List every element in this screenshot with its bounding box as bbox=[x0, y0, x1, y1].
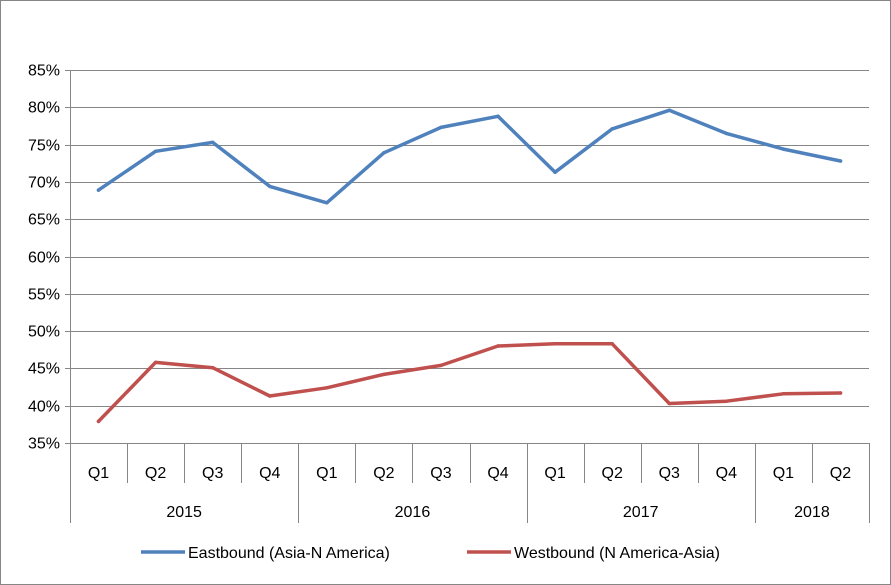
x-tick-label: Q3 bbox=[430, 465, 451, 482]
legend-label: Eastbound (Asia-N America) bbox=[188, 545, 390, 562]
data-point bbox=[382, 372, 386, 377]
data-point bbox=[724, 399, 729, 403]
year-group-label: 2015 bbox=[166, 504, 202, 521]
y-tick-label: 50% bbox=[28, 324, 60, 341]
data-point bbox=[838, 391, 843, 395]
year-group-label: 2016 bbox=[395, 504, 431, 521]
data-point bbox=[439, 125, 443, 130]
x-tick-label: Q1 bbox=[773, 465, 794, 482]
data-point bbox=[210, 365, 215, 370]
data-point bbox=[325, 386, 329, 390]
x-tick-label: Q2 bbox=[830, 465, 851, 482]
data-point bbox=[553, 170, 557, 174]
data-point bbox=[724, 131, 729, 136]
data-point bbox=[268, 394, 272, 398]
x-tick-label: Q4 bbox=[487, 465, 508, 482]
x-tick-label: Q2 bbox=[145, 465, 166, 482]
data-point bbox=[610, 342, 614, 346]
data-point bbox=[439, 363, 443, 368]
x-tick-label: Q2 bbox=[373, 465, 394, 482]
data-point bbox=[496, 114, 500, 119]
data-point bbox=[96, 419, 101, 424]
data-point bbox=[268, 184, 272, 189]
x-tick-label: Q4 bbox=[259, 465, 280, 482]
y-tick-label: 75% bbox=[28, 138, 60, 155]
data-point bbox=[96, 188, 101, 192]
y-tick-label: 45% bbox=[28, 361, 60, 378]
y-tick-label: 35% bbox=[28, 436, 60, 453]
data-point bbox=[153, 360, 158, 365]
series-layer bbox=[96, 108, 843, 424]
y-tick-label: 40% bbox=[28, 399, 60, 416]
data-point bbox=[553, 342, 557, 346]
data-point bbox=[153, 149, 158, 154]
data-point bbox=[610, 127, 614, 131]
y-tick-label: 70% bbox=[28, 175, 60, 192]
y-tick-label: 60% bbox=[28, 250, 60, 267]
y-tick-label: 85% bbox=[28, 63, 60, 80]
x-tick-label: Q1 bbox=[316, 465, 337, 482]
x-tick-label: Q3 bbox=[659, 465, 680, 482]
data-point bbox=[781, 147, 786, 151]
data-point bbox=[382, 151, 386, 155]
series-line-westbound bbox=[96, 342, 843, 424]
axis-layer: 35% 40% 45% 50% 55% 60% 65% 70% 75% 80% 85% Q1 Q2 Q3 Q… bbox=[28, 63, 870, 523]
y-tick-label: 80% bbox=[28, 100, 60, 117]
x-tick-label: Q3 bbox=[202, 465, 223, 482]
x-tick-label: Q1 bbox=[88, 465, 109, 482]
x-tick-label: Q2 bbox=[602, 465, 623, 482]
data-point bbox=[325, 201, 329, 205]
data-point bbox=[667, 401, 672, 406]
series-line-eastbound bbox=[96, 108, 843, 205]
data-point bbox=[496, 344, 500, 348]
legend-label: Westbound (N America-Asia) bbox=[514, 545, 720, 562]
y-tick-label: 65% bbox=[28, 212, 60, 229]
grid-layer bbox=[65, 70, 869, 444]
data-point bbox=[667, 108, 672, 113]
legend: Eastbound (Asia-N America) Westbound (N A… bbox=[141, 545, 720, 562]
x-tick-label: Q1 bbox=[544, 465, 565, 482]
y-tick-label: 55% bbox=[28, 287, 60, 304]
data-point bbox=[838, 159, 843, 163]
data-point bbox=[210, 140, 215, 145]
x-tick-label: Q4 bbox=[716, 465, 737, 482]
data-point bbox=[781, 392, 786, 396]
year-group-label: 2017 bbox=[623, 504, 659, 521]
year-group-label: 2018 bbox=[794, 504, 830, 521]
